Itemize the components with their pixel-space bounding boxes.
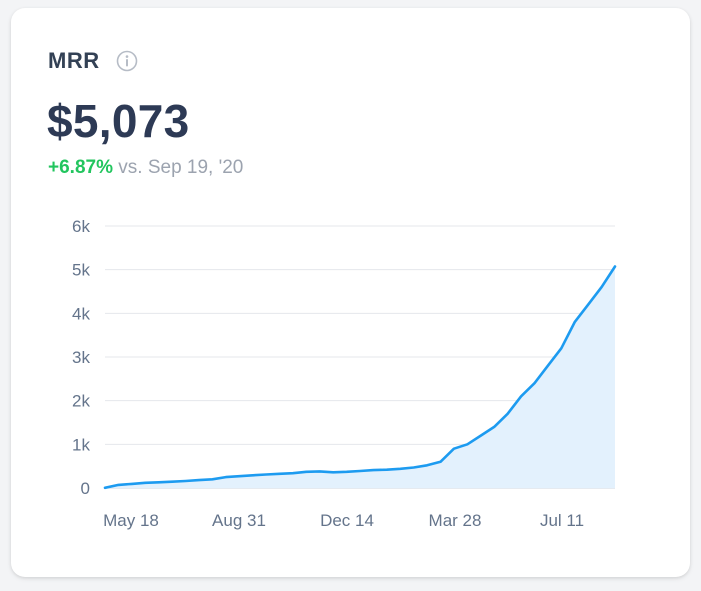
y-tick-label: 5k (72, 261, 90, 280)
x-tick-label: May 18 (103, 511, 159, 530)
x-tick-label: Mar 28 (429, 511, 482, 530)
y-tick-label: 3k (72, 348, 90, 367)
info-circle-icon[interactable] (116, 50, 138, 72)
y-tick-label: 6k (72, 217, 90, 236)
card-header: MRR (48, 48, 138, 74)
mrr-chart: 0 1k 2k 3k 4k 5k 6k May 18 Aug 31 Dec 14 Mar 28 Ju… (72, 217, 617, 530)
series-line (103, 265, 617, 490)
mrr-card: MRR $5,073 +6.87% vs. Sep 19, '20 0 1k 2k 3… (11, 8, 690, 577)
metric-title: MRR (48, 48, 100, 73)
comparison-period: vs. Sep 19, '20 (118, 157, 244, 178)
metric-value: $5,073 (47, 95, 190, 147)
y-tick-label: 4k (72, 304, 90, 323)
y-tick-label: 0 (81, 479, 90, 498)
x-tick-label: Aug 31 (212, 511, 266, 530)
y-axis-labels: 0 1k 2k 3k 4k 5k 6k (72, 217, 90, 498)
x-axis-labels: May 18 Aug 31 Dec 14 Mar 28 Jul 11 (103, 511, 584, 530)
change-percent: +6.87% (48, 157, 113, 178)
y-tick-label: 2k (72, 392, 90, 411)
y-tick-label: 1k (72, 435, 90, 454)
comparison-text: +6.87% vs. Sep 19, '20 (48, 157, 243, 179)
x-tick-label: Dec 14 (320, 511, 374, 530)
x-tick-label: Jul 11 (540, 511, 584, 530)
